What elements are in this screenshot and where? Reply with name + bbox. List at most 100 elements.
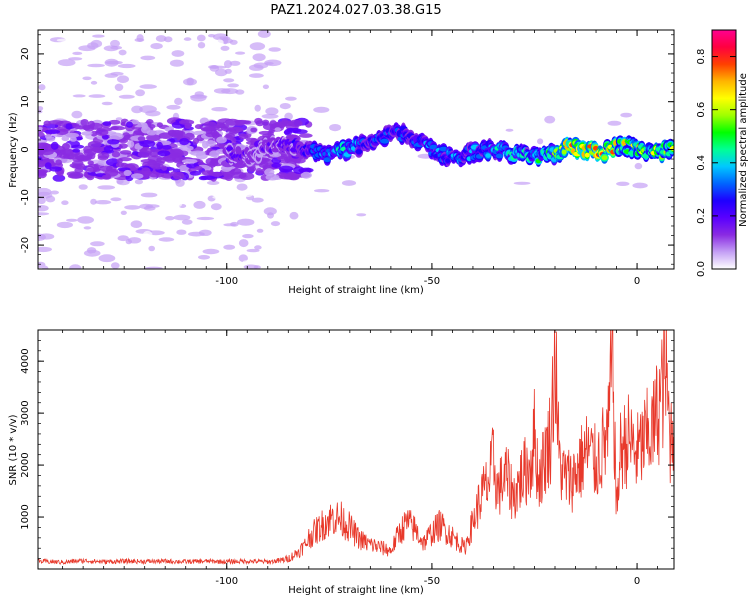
spectrogram-band-cell bbox=[194, 166, 203, 171]
snr-ticks: -100 -50 0 1000 2000 3000 4000 bbox=[20, 329, 674, 587]
spectrogram-band-cell bbox=[102, 121, 112, 126]
spectrogram-noise-cell bbox=[249, 42, 266, 51]
spectrogram-noise-cell bbox=[158, 237, 175, 242]
spectrogram-noise-cell bbox=[87, 63, 105, 68]
spectrogram-noise-cell bbox=[44, 80, 53, 88]
spectrogram-noise-cell bbox=[140, 192, 158, 198]
spectrogram-band-cell bbox=[181, 159, 198, 164]
spectrogram-noise-cell bbox=[196, 216, 215, 221]
spectrogram-band-cell bbox=[106, 166, 113, 172]
spectrogram-band-cell bbox=[137, 136, 146, 142]
spectrogram-band-cell bbox=[119, 150, 132, 155]
spectrogram-band-cell bbox=[274, 127, 281, 132]
spectrogram-band-cell bbox=[101, 174, 112, 180]
spectrogram-band-cell bbox=[161, 165, 168, 171]
spectrogram-ridge-cell bbox=[323, 157, 332, 163]
spectrogram-band-cell bbox=[184, 132, 195, 141]
spectrogram-band-cell bbox=[65, 123, 73, 130]
spectrogram-noise-cell bbox=[237, 218, 255, 226]
spectrogram-noise-cell bbox=[38, 106, 44, 111]
spectrogram-band-cell bbox=[103, 145, 114, 153]
spectrogram-band-cell bbox=[278, 165, 294, 173]
spectrogram-band-cell bbox=[117, 143, 128, 149]
spectrogram-band-cell bbox=[130, 166, 137, 172]
spectrogram-noise-cell bbox=[69, 68, 84, 76]
spectrogram-cells bbox=[38, 30, 674, 269]
spectrogram-noise-cell bbox=[632, 182, 648, 189]
x-tick-label: 0 bbox=[634, 276, 640, 287]
spectrogram-band-cell bbox=[205, 140, 216, 147]
spectrogram-band-cell bbox=[116, 158, 123, 164]
spectrogram-noise-cell bbox=[220, 45, 230, 51]
spectrogram-band-cell bbox=[86, 174, 95, 181]
x-tick-label: -50 bbox=[424, 576, 440, 587]
spectrogram-band-cell bbox=[300, 171, 312, 179]
snr-frame bbox=[37, 329, 675, 570]
spectrogram-noise-cell bbox=[120, 210, 127, 215]
spectrogram-band-cell bbox=[44, 162, 52, 170]
spectrogram-noise-cell bbox=[212, 195, 228, 200]
spectrogram-noise-cell bbox=[341, 180, 357, 186]
spectrogram-ridge-cell bbox=[439, 146, 448, 152]
spectrogram-band-cell bbox=[216, 136, 227, 144]
spectrogram-noise-cell bbox=[38, 84, 46, 91]
spectrogram-band-cell bbox=[38, 172, 47, 177]
spectrogram-noise-cell bbox=[253, 62, 269, 69]
spectrogram-band-cell bbox=[200, 127, 212, 132]
spectrogram-noise-cell bbox=[38, 261, 46, 269]
spectrogram-noise-cell bbox=[121, 68, 137, 74]
spectrogram-band-cell bbox=[67, 173, 83, 179]
spectrogram-noise-cell bbox=[181, 219, 193, 225]
spectrogram-band-cell bbox=[131, 173, 144, 179]
spectrogram-band-cell bbox=[215, 123, 230, 129]
spectrogram-band-cell bbox=[178, 145, 194, 151]
spectrogram-band-cell bbox=[81, 131, 93, 136]
spectrogram-noise-cell bbox=[285, 96, 297, 101]
spectrogram-ylabel: Frequency (Hz) bbox=[8, 112, 19, 188]
spectrogram-noise-cell bbox=[229, 39, 238, 45]
y-tick-label: 3000 bbox=[20, 400, 31, 425]
colorbar-tick-label: 0.0 bbox=[696, 261, 707, 277]
spectrogram-ridge-cell bbox=[380, 138, 390, 144]
spectrogram-band-cell bbox=[255, 168, 263, 175]
spectrogram-noise-cell bbox=[118, 49, 127, 56]
spectrogram-noise-cell bbox=[97, 185, 116, 190]
spectrogram-noise-cell bbox=[513, 181, 531, 185]
spectrogram-band-cell bbox=[225, 118, 240, 126]
spectrogram-noise-cell bbox=[188, 231, 205, 237]
spectrogram-noise-cell bbox=[209, 65, 220, 72]
spectrogram-band-cell bbox=[245, 137, 258, 142]
spectrogram-noise-cell bbox=[344, 200, 356, 205]
spectrogram-noise-cell bbox=[114, 83, 124, 92]
spectrogram-noise-cell bbox=[38, 212, 50, 216]
spectrogram-noise-cell bbox=[61, 200, 69, 205]
spectrogram-band-cell bbox=[156, 141, 163, 150]
spectrogram-noise-cell bbox=[423, 171, 432, 176]
spectrogram-noise-cell bbox=[215, 68, 228, 77]
spectrogram-noise-cell bbox=[108, 55, 123, 59]
spectrogram-ridge-cell bbox=[485, 153, 491, 159]
spectrogram-noise-cell bbox=[212, 33, 229, 41]
spectrogram-band-cell bbox=[109, 132, 124, 140]
spectrogram-ridge-cell bbox=[226, 146, 234, 152]
spectrogram-noise-cell bbox=[183, 37, 192, 41]
spectrogram-band-cell bbox=[189, 170, 202, 176]
spectrogram-noise-cell bbox=[634, 162, 643, 170]
colorbar-ticks: 0.0 0.2 0.4 0.6 0.8 bbox=[696, 49, 736, 277]
spectrogram-noise-cell bbox=[105, 67, 124, 72]
spectrogram-noise-cell bbox=[72, 94, 86, 98]
spectrogram-noise-cell bbox=[223, 60, 233, 69]
spectrogram-noise-cell bbox=[117, 63, 136, 69]
spectrogram-band-cell bbox=[171, 149, 182, 157]
spectrogram-band-cell bbox=[43, 120, 51, 127]
spectrogram-noise-cell bbox=[261, 113, 279, 119]
spectrogram-noise-cell bbox=[313, 106, 330, 113]
spectrogram-noise-cell bbox=[78, 184, 88, 190]
spectrogram-band-cell bbox=[95, 128, 109, 136]
snr-ylabel: SNR (10 * v/v) bbox=[8, 414, 19, 485]
spectrogram-band-cell bbox=[248, 166, 257, 172]
spectrogram-noise-cell bbox=[68, 57, 83, 61]
spectrogram-noise-cell bbox=[77, 216, 94, 224]
spectrogram-noise-cell bbox=[186, 77, 194, 86]
spectrogram-band-cell bbox=[139, 140, 156, 148]
